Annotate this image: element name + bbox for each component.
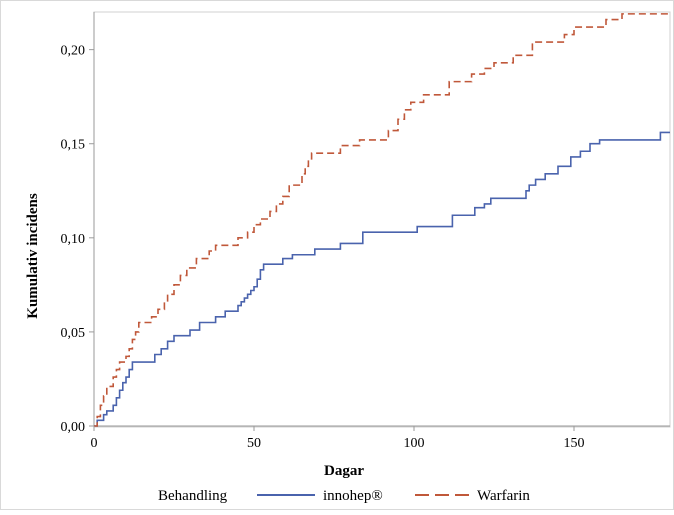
legend-label-warfarin: Warfarin [477,488,530,504]
series-layer [94,13,670,427]
x-tick-label: 100 [404,436,425,451]
series-line-innohep [94,131,670,427]
x-tick-label: 0 [91,436,98,451]
y-tick-label: 0,15 [61,138,86,153]
legend: Behandling innohep® Warfarin [158,488,530,504]
legend-title: Behandling [158,488,228,504]
y-tick-label: 0,10 [61,232,86,247]
x-ticks: 0 50 100 150 [91,426,585,451]
y-axis-title: Kumulativ incidens [25,193,41,319]
x-tick-label: 150 [564,436,585,451]
y-tick-label: 0,00 [61,420,86,435]
legend-label-innohep: innohep® [323,488,383,504]
series-line-warfarin [94,13,670,427]
y-tick-label: 0,05 [61,326,86,341]
y-tick-label: 0,20 [61,44,86,59]
x-tick-label: 50 [247,436,261,451]
y-ticks: 0,00 0,05 0,10 0,15 0,20 [61,44,94,435]
x-axis-title: Dagar [324,463,364,479]
